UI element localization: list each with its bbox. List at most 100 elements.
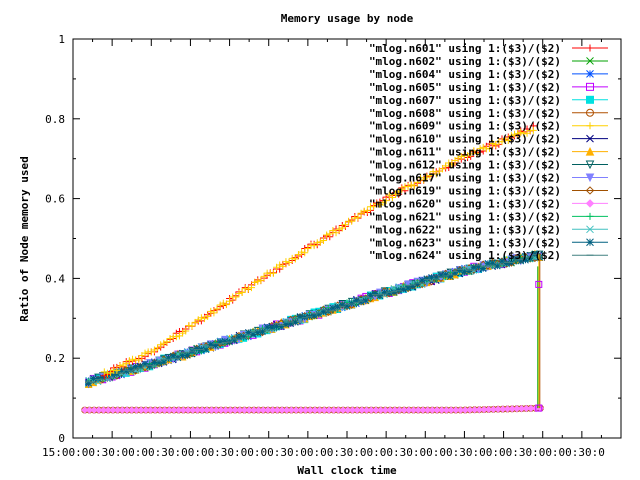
data-point [316, 238, 324, 246]
data-point [235, 289, 243, 297]
marker-stroke [291, 255, 299, 263]
marker-shape [585, 199, 595, 208]
marker-stroke [179, 352, 186, 359]
data-point [315, 310, 323, 318]
data-point [332, 229, 340, 237]
data-point [503, 259, 511, 267]
data-point [501, 135, 509, 143]
marker-stroke [492, 141, 500, 149]
data-point [141, 360, 149, 368]
data-point [221, 337, 229, 345]
legend-entry: "mlog.n619" using 1:($3)/($2) [369, 184, 608, 197]
marker-stroke [202, 346, 210, 354]
legend-label: "mlog.n620" using 1:($3)/($2) [369, 197, 561, 210]
marker-stroke [351, 214, 359, 222]
data-point [277, 323, 285, 331]
marker-stroke [498, 257, 506, 265]
data-point [400, 285, 407, 293]
data-point [390, 288, 398, 296]
legend-entry: "mlog.n608" using 1:($3)/($2) [369, 107, 608, 120]
data-point [586, 238, 594, 247]
data-point [85, 379, 93, 387]
data-point [210, 309, 218, 317]
data-point [418, 276, 426, 284]
data-point [254, 277, 262, 285]
data-point [204, 312, 212, 320]
series-12 [81, 404, 545, 414]
marker-stroke [407, 181, 415, 189]
marker-stroke [332, 229, 340, 237]
marker-stroke [172, 333, 180, 341]
data-point [160, 339, 168, 347]
marker-shape [585, 173, 595, 183]
marker-stroke [338, 301, 346, 309]
data-point [108, 371, 116, 379]
marker-stroke [504, 137, 512, 145]
data-point [298, 248, 306, 256]
legend-label: "mlog.n609" using 1:($3)/($2) [369, 120, 561, 133]
marker-stroke [238, 289, 246, 297]
marker-stroke [249, 331, 257, 338]
marker-shape [586, 95, 594, 104]
y-tick-label: 0.4 [45, 272, 65, 285]
data-point [357, 298, 365, 306]
marker-stroke [235, 289, 243, 297]
legend-entry: "mlog.n624" using 1:($3)/($2) [369, 249, 608, 262]
data-point [451, 269, 459, 277]
data-point [476, 145, 484, 153]
data-point [313, 239, 321, 247]
marker-stroke [432, 273, 440, 281]
marker-stroke [503, 259, 511, 267]
data-point [446, 273, 454, 280]
marker-stroke [222, 301, 230, 309]
data-point [251, 278, 259, 286]
marker-stroke [531, 250, 539, 258]
data-point [254, 329, 262, 337]
data-point [404, 284, 412, 292]
data-point [287, 320, 294, 328]
data-point [232, 293, 240, 301]
marker-shape [585, 160, 595, 170]
marker-stroke [212, 342, 219, 349]
data-point [371, 290, 379, 297]
data-point [238, 289, 246, 297]
data-point [240, 333, 248, 341]
data-point [310, 312, 318, 320]
data-point [522, 256, 529, 264]
marker-stroke [287, 320, 294, 328]
marker-stroke [341, 221, 349, 229]
data-point [207, 341, 215, 348]
marker-stroke [160, 339, 168, 347]
marker-stroke [207, 307, 215, 315]
marker-stroke [219, 299, 227, 307]
marker-stroke [298, 248, 306, 256]
legend-entry: "mlog.n609" using 1:($3)/($2) [369, 120, 608, 133]
data-point [282, 321, 290, 328]
marker-stroke [204, 312, 212, 320]
data-point [456, 266, 464, 274]
marker-stroke [489, 259, 496, 267]
data-point [118, 367, 125, 375]
legend-entry: "mlog.n605" using 1:($3)/($2) [369, 81, 608, 94]
y-tick-label: 0.8 [45, 113, 65, 126]
marker-stroke [354, 213, 362, 221]
marker-stroke [155, 359, 163, 367]
marker-stroke [493, 262, 501, 270]
marker-stroke [85, 379, 93, 387]
data-point [276, 261, 284, 269]
marker-stroke [348, 217, 356, 225]
data-point [169, 352, 177, 360]
data-point [492, 141, 500, 149]
data-point [291, 319, 299, 326]
marker-stroke [517, 257, 525, 265]
data-point [514, 130, 522, 138]
data-point [157, 341, 165, 349]
marker-stroke [285, 259, 293, 267]
data-point [376, 292, 384, 300]
legend-entry: "mlog.n601" using 1:($3)/($2) [369, 42, 608, 55]
marker-stroke [512, 255, 520, 262]
marker-stroke [169, 352, 177, 360]
legend-entry: "mlog.n620" using 1:($3)/($2) [369, 197, 608, 210]
marker-stroke [257, 276, 265, 284]
marker-stroke [282, 258, 290, 266]
